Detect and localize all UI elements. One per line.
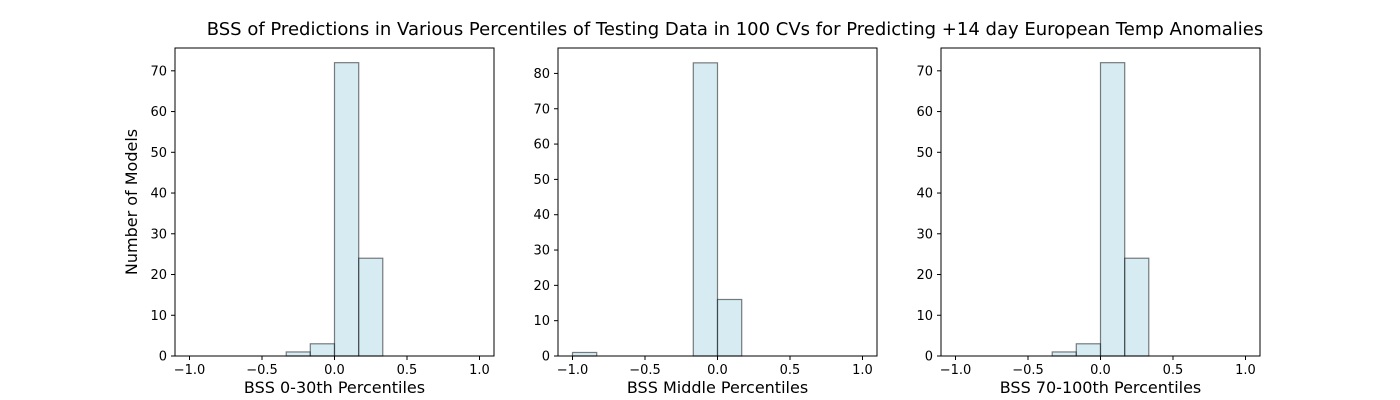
histogram-bar (692, 62, 719, 357)
y-tick-label: 80 (533, 67, 550, 82)
figure-title: BSS of Predictions in Various Percentile… (207, 19, 1264, 40)
y-tick-label: 60 (150, 105, 167, 120)
y-tick-label: 70 (150, 64, 167, 79)
x-tick-label: 0.0 (1090, 363, 1111, 378)
y-tick-label: 10 (533, 314, 550, 329)
y-tick-label: 20 (916, 268, 933, 283)
y-tick-label: 0 (159, 350, 167, 365)
y-tick-label: 70 (533, 102, 550, 117)
histogram-bar (1124, 257, 1150, 357)
histogram-bar (285, 351, 311, 357)
x-tick-label: 0.0 (324, 363, 345, 378)
histogram-bars (1051, 62, 1150, 357)
y-tick-label: 30 (150, 227, 167, 242)
y-tick-label: 50 (916, 146, 933, 161)
y-tick-label: 40 (916, 187, 933, 202)
y-tick-label: 0 (542, 350, 550, 365)
x-axis-label: BSS Middle Percentiles (627, 378, 808, 397)
histogram-bar (716, 298, 743, 357)
y-tick-label: 60 (533, 138, 550, 153)
histogram-bar (1051, 351, 1077, 357)
histogram-bar (309, 343, 336, 357)
subplot-2: −1.0 −0.5 0.0 0.5 1.0 0 10 20 30 40 50 60 70 80 BSS Mi… (533, 47, 878, 397)
y-axis-label: Number of Models (122, 129, 141, 275)
histogram-bars (285, 62, 384, 357)
y-tick-label: 60 (916, 105, 933, 120)
x-tick-label: 1.0 (469, 363, 490, 378)
x-tick-label: 0.5 (780, 363, 801, 378)
histogram-bar (358, 257, 384, 357)
histogram-bar (1075, 343, 1102, 357)
subplot-1: −1.0 −0.5 0.0 0.5 1.0 0 10 20 30 40 50 60 70 BSS 0-30… (122, 47, 495, 397)
subplot-panels: −1.0 −0.5 0.0 0.5 1.0 0 10 20 30 40 50 60 70 BSS 0-30… (122, 47, 1261, 397)
y-tick-label: 50 (150, 146, 167, 161)
x-tick-label: −0.5 (1012, 363, 1044, 378)
x-tick-label: 0.5 (1163, 363, 1184, 378)
y-tick-label: 30 (533, 244, 550, 259)
x-tick-label: −1.0 (557, 363, 589, 378)
y-tick-label: 50 (533, 173, 550, 188)
y-tick-label: 40 (533, 208, 550, 223)
x-tick-label: 1.0 (1235, 363, 1256, 378)
y-tick-label: 10 (916, 309, 933, 324)
histogram-bar (1099, 62, 1126, 357)
subplot-3: −1.0 −0.5 0.0 0.5 1.0 0 10 20 30 40 50 60 70 BSS 70-1… (916, 47, 1261, 397)
y-tick-label: 20 (150, 268, 167, 283)
y-tick-label: 20 (533, 279, 550, 294)
y-tick-label: 30 (916, 227, 933, 242)
x-tick-label: 0.0 (707, 363, 728, 378)
y-tick-label: 0 (925, 350, 933, 365)
x-axis-label: BSS 0-30th Percentiles (244, 378, 425, 397)
x-tick-label: 0.5 (397, 363, 418, 378)
x-tick-label: −0.5 (629, 363, 661, 378)
histogram-bar (571, 351, 598, 357)
x-axis-label: BSS 70-100th Percentiles (1000, 378, 1202, 397)
histogram-bar (333, 62, 360, 357)
y-tick-label: 10 (150, 309, 167, 324)
x-tick-label: −1.0 (174, 363, 206, 378)
y-tick-label: 40 (150, 187, 167, 202)
y-tick-label: 70 (916, 64, 933, 79)
x-tick-label: 1.0 (852, 363, 873, 378)
x-tick-label: −0.5 (246, 363, 278, 378)
x-tick-label: −1.0 (940, 363, 972, 378)
